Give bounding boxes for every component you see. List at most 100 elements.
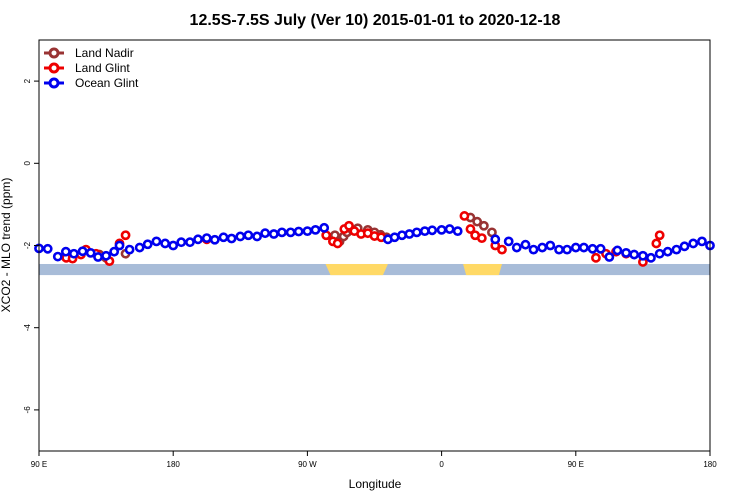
data-point xyxy=(193,234,203,245)
data-point xyxy=(545,240,556,251)
legend-marker xyxy=(48,62,60,74)
data-point xyxy=(478,220,489,231)
y-tick-label: 2 xyxy=(23,78,32,83)
data-point xyxy=(444,224,455,234)
data-point xyxy=(321,230,332,241)
data-point xyxy=(520,239,531,250)
data-point xyxy=(310,224,321,235)
data-point xyxy=(570,242,581,253)
data-point xyxy=(646,252,656,263)
data-point xyxy=(109,246,120,257)
data-point xyxy=(176,237,187,248)
legend-marker xyxy=(48,47,60,59)
data-point xyxy=(472,216,483,227)
data-point xyxy=(101,250,111,261)
data-point xyxy=(612,245,623,256)
data-point xyxy=(243,230,254,241)
legend-marker xyxy=(48,77,60,89)
data-point xyxy=(604,252,615,262)
data-point xyxy=(134,242,145,253)
data-point xyxy=(528,244,539,255)
x-tick-label: 90 E xyxy=(568,460,584,469)
data-point xyxy=(226,233,237,244)
data-point xyxy=(591,252,601,263)
legend-label: Ocean Glint xyxy=(75,76,139,90)
data-point xyxy=(397,230,407,241)
data-point xyxy=(260,228,271,239)
y-tick-label: -6 xyxy=(23,406,32,414)
data-point xyxy=(252,231,262,242)
data-point xyxy=(671,244,682,255)
data-point xyxy=(124,244,135,255)
data-point xyxy=(404,229,415,239)
x-tick-label: 180 xyxy=(703,460,717,469)
data-point xyxy=(562,244,572,255)
data-point xyxy=(151,236,162,247)
data-point xyxy=(52,251,63,262)
x-tick-label: 180 xyxy=(167,460,181,469)
data-point xyxy=(218,232,229,243)
data-point xyxy=(697,236,707,247)
data-point xyxy=(452,226,463,237)
data-point xyxy=(42,243,53,254)
chart-title: 12.5S-7.5S July (Ver 10) 2015-01-01 to 2… xyxy=(190,12,561,29)
data-point xyxy=(168,240,179,251)
y-axis-label: XCO2 - MLO trend (ppm) xyxy=(0,178,13,313)
data-point xyxy=(537,242,548,253)
data-point xyxy=(629,249,640,260)
data-point xyxy=(114,240,125,251)
data-point xyxy=(120,230,131,241)
legend-label: Land Nadir xyxy=(75,46,134,60)
data-point xyxy=(209,234,220,245)
data-point xyxy=(621,247,632,258)
map-strip xyxy=(39,263,710,276)
data-point xyxy=(319,222,330,233)
data-point xyxy=(654,230,665,241)
data-point xyxy=(77,246,88,257)
data-point xyxy=(332,238,343,249)
data-point xyxy=(436,224,447,235)
x-tick-label: 90 E xyxy=(31,460,47,469)
data-point xyxy=(465,224,476,234)
legend-item: Ocean Glint xyxy=(44,76,139,90)
y-axis: 2 0 -2 -4 -6 xyxy=(23,78,39,413)
data-point xyxy=(302,226,313,237)
data-point xyxy=(578,242,589,253)
y-tick-label: -4 xyxy=(23,324,32,332)
data-point xyxy=(142,239,153,250)
x-axis: 90 E 180 90 W 0 90 E 180 xyxy=(31,451,717,469)
data-point xyxy=(511,242,522,253)
data-point xyxy=(638,250,648,261)
data-point xyxy=(427,225,438,236)
data-point xyxy=(185,237,195,248)
data-point xyxy=(688,238,699,249)
data-point xyxy=(654,248,665,259)
data-point xyxy=(268,229,279,239)
data-point xyxy=(160,238,171,249)
data-point xyxy=(595,243,606,254)
data-point xyxy=(93,252,103,262)
data-point xyxy=(285,227,296,238)
data-point xyxy=(68,248,79,259)
y-tick-label: 0 xyxy=(23,161,32,166)
y-tick-label: -2 xyxy=(23,241,32,249)
data-point xyxy=(651,238,662,249)
data-point xyxy=(85,247,96,258)
data-point xyxy=(60,246,71,257)
data-point xyxy=(201,233,212,244)
data-point xyxy=(490,234,501,245)
legend-item: Land Nadir xyxy=(44,46,134,60)
data-point xyxy=(587,243,598,254)
data-point xyxy=(662,246,673,257)
data-point xyxy=(277,227,287,238)
data-point xyxy=(419,226,430,237)
data-point xyxy=(459,211,470,221)
series-layer xyxy=(34,211,715,267)
x-axis-label: Longitude xyxy=(349,477,402,491)
data-point xyxy=(411,227,422,238)
x-tick-label: 0 xyxy=(439,460,444,469)
series-ocean-glint xyxy=(34,222,715,263)
legend-label: Land Glint xyxy=(75,61,130,75)
